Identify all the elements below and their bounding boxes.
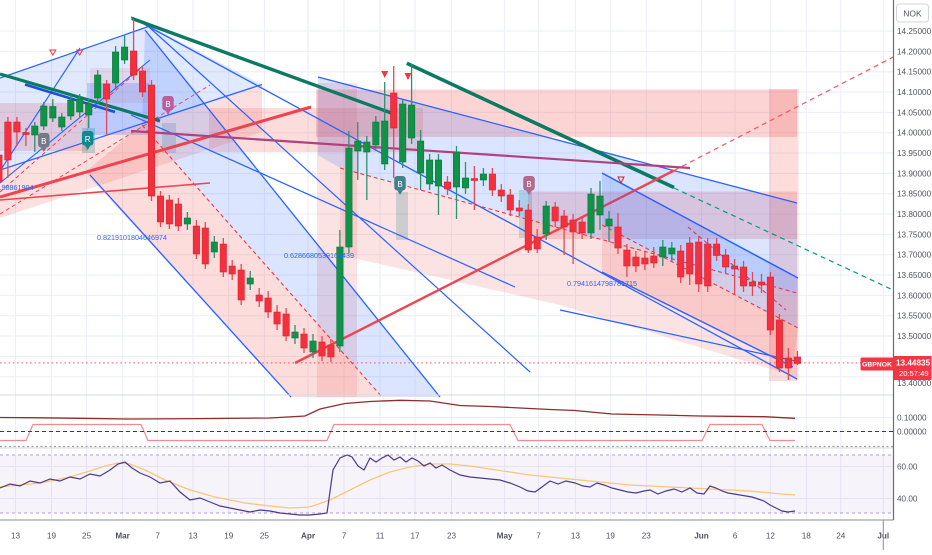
svg-text:19: 19	[606, 532, 616, 541]
svg-text:11: 11	[376, 532, 385, 541]
svg-text:13.44835: 13.44835	[896, 359, 931, 368]
svg-text:0.8219101804646974: 0.8219101804646974	[97, 233, 167, 242]
svg-text:12: 12	[766, 532, 776, 541]
svg-text:13.50000: 13.50000	[897, 332, 932, 341]
svg-text:May: May	[497, 532, 513, 541]
svg-text:B: B	[165, 100, 170, 109]
svg-text:13: 13	[571, 532, 581, 541]
svg-text:GBPNOK: GBPNOK	[862, 362, 892, 369]
svg-text:13.65000: 13.65000	[897, 271, 932, 280]
svg-text:B: B	[41, 137, 46, 146]
svg-text:13.95000: 13.95000	[897, 149, 932, 158]
svg-text:7: 7	[342, 532, 347, 541]
svg-text:13: 13	[11, 532, 21, 541]
svg-text:R: R	[85, 135, 91, 144]
svg-text:60.00: 60.00	[897, 463, 918, 472]
svg-text:0.7941614798781715: 0.7941614798781715	[567, 279, 637, 288]
svg-text:Apr: Apr	[301, 532, 316, 541]
svg-text:0.7198861904: 0.7198861904	[0, 183, 33, 192]
svg-text:14.05000: 14.05000	[897, 108, 932, 117]
svg-text:0.10000: 0.10000	[897, 414, 927, 423]
svg-text:14.20000: 14.20000	[897, 47, 932, 56]
svg-text:13: 13	[188, 532, 198, 541]
svg-text:14.00000: 14.00000	[897, 129, 932, 138]
svg-text:13.85000: 13.85000	[897, 190, 932, 199]
svg-text:20:57:49: 20:57:49	[899, 369, 929, 378]
svg-text:7: 7	[155, 532, 160, 541]
svg-text:13.60000: 13.60000	[897, 291, 932, 300]
svg-text:25: 25	[260, 532, 270, 541]
svg-text:B: B	[526, 180, 531, 189]
svg-text:7: 7	[536, 532, 541, 541]
svg-text:0.00000: 0.00000	[897, 428, 927, 437]
svg-text:14.15000: 14.15000	[897, 68, 932, 77]
svg-text:13.70000: 13.70000	[897, 251, 932, 260]
svg-text:23: 23	[642, 532, 652, 541]
svg-text:19: 19	[224, 532, 234, 541]
svg-text:24: 24	[836, 532, 846, 541]
svg-text:0.6286680539164439: 0.6286680539164439	[284, 251, 354, 260]
svg-text:19: 19	[47, 532, 57, 541]
svg-text:13.75000: 13.75000	[897, 230, 932, 239]
svg-text:18: 18	[802, 532, 812, 541]
svg-text:14.10000: 14.10000	[897, 88, 932, 97]
svg-text:17: 17	[410, 532, 420, 541]
svg-text:13.80000: 13.80000	[897, 210, 932, 219]
svg-text:B: B	[397, 180, 402, 189]
svg-text:NOK: NOK	[903, 9, 922, 19]
svg-text:13.55000: 13.55000	[897, 312, 932, 321]
svg-text:40.00: 40.00	[897, 495, 918, 504]
svg-text:23: 23	[447, 532, 457, 541]
svg-text:25: 25	[82, 532, 92, 541]
svg-text:6: 6	[733, 532, 738, 541]
svg-text:Jun: Jun	[694, 532, 709, 541]
svg-text:13.40000: 13.40000	[897, 379, 932, 388]
svg-text:13.90000: 13.90000	[897, 169, 932, 178]
svg-text:Mar: Mar	[115, 532, 130, 541]
svg-text:14.25000: 14.25000	[897, 27, 932, 36]
